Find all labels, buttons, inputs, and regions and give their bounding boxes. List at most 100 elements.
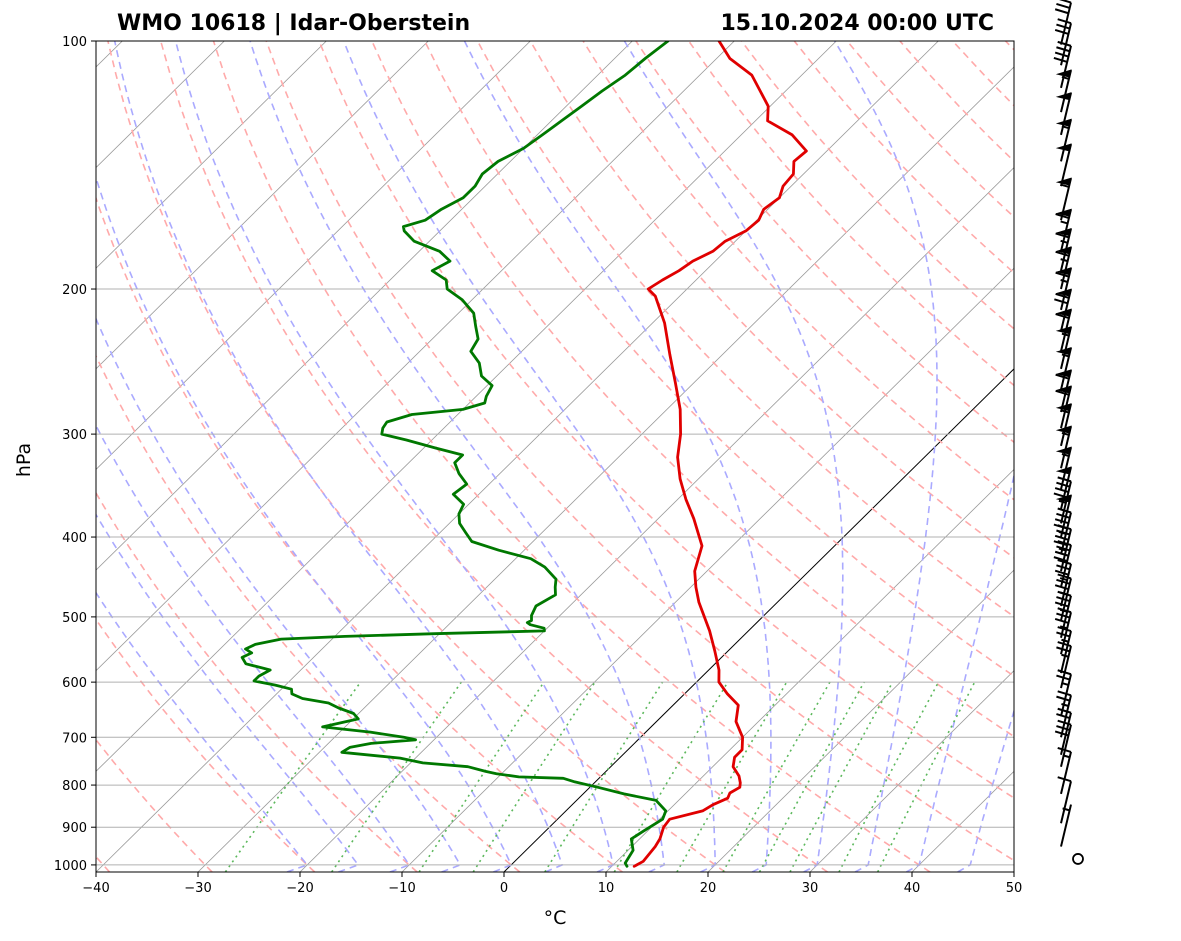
dry-adiabat xyxy=(371,41,1014,738)
moist-adiabat xyxy=(96,591,309,872)
x-axis-ticks: −40 −30 −20 −10 0 10 20 30 40 50 xyxy=(82,872,1022,896)
dry-adiabat xyxy=(96,491,418,872)
wind-barb xyxy=(1055,346,1072,390)
wind-barbs xyxy=(1053,0,1084,865)
wind-barb xyxy=(1056,707,1072,755)
barb-staff xyxy=(1060,45,1072,89)
barb-flag xyxy=(1059,0,1072,4)
barb-staff xyxy=(1060,645,1072,689)
barb-pennant xyxy=(1055,177,1072,186)
barb-pennant xyxy=(1055,208,1072,217)
barb-half-flag xyxy=(1060,220,1068,225)
barb-flag xyxy=(1054,51,1069,58)
barb-flag xyxy=(1053,540,1068,547)
dry-adiabat xyxy=(318,41,1014,799)
barb-staff xyxy=(1060,2,1072,45)
barb-flag xyxy=(1053,556,1068,563)
x-tick-label: 50 xyxy=(1006,881,1023,896)
moist-adiabat xyxy=(113,41,564,872)
barb-flag xyxy=(1055,271,1070,278)
dry-adiabat xyxy=(1004,41,1014,51)
plot-frame xyxy=(95,40,1015,873)
barb-staff xyxy=(1060,544,1072,588)
barb-flag xyxy=(1056,2,1071,9)
dry-adiabat xyxy=(793,41,1014,274)
isotherm xyxy=(401,267,1014,872)
barb-flag xyxy=(1057,559,1072,565)
barb-half-flag xyxy=(1061,453,1070,457)
barb-flag xyxy=(1055,313,1070,319)
barb-flag xyxy=(1056,713,1071,720)
x-tick-label: 0 xyxy=(500,881,508,896)
background-lines xyxy=(96,41,1181,872)
barb-half-flag xyxy=(1061,183,1070,188)
isotherm xyxy=(1013,871,1014,872)
mixing-ratio-line xyxy=(472,681,596,872)
barb-flag xyxy=(1054,534,1069,541)
wind-barb xyxy=(1055,326,1072,370)
barb-staff xyxy=(1060,780,1072,824)
isotherm xyxy=(197,66,1014,872)
barb-flag xyxy=(1056,46,1071,53)
moist-adiabat xyxy=(96,513,360,872)
barb-flag xyxy=(1057,18,1072,25)
barb-flag xyxy=(1054,569,1069,576)
mixing-ratio-line xyxy=(838,681,940,872)
isotherm xyxy=(96,41,429,370)
wind-barb xyxy=(1055,308,1072,352)
moist-adiabat xyxy=(623,41,844,872)
wind-barb xyxy=(1055,385,1072,429)
dry-adiabat xyxy=(107,41,726,872)
dry-adiabat xyxy=(529,41,1014,559)
y-tick-label: 500 xyxy=(62,611,87,626)
wind-barb xyxy=(1054,288,1072,332)
barb-staff xyxy=(1060,22,1072,66)
barb-staff xyxy=(1060,724,1072,767)
barb-flag xyxy=(1057,690,1072,697)
barb-staff xyxy=(1060,712,1072,755)
barb-pennant xyxy=(1055,308,1072,317)
wind-barb xyxy=(1056,690,1072,738)
barb-flag xyxy=(1055,389,1070,396)
moist-adiabat xyxy=(96,316,462,872)
mixing-ratio-line xyxy=(224,681,362,872)
barb-flag xyxy=(1056,23,1071,30)
barb-flag xyxy=(1057,626,1072,633)
x-tick-label: 30 xyxy=(802,881,819,896)
y-tick-label: 600 xyxy=(62,676,87,691)
moist-adiabat xyxy=(957,708,1014,872)
y-tick-label: 700 xyxy=(62,731,87,746)
barb-flag xyxy=(1055,232,1070,239)
isotherm xyxy=(96,41,735,672)
temperature-profile xyxy=(632,41,808,868)
dry-adiabat xyxy=(423,41,1014,678)
barb-flag xyxy=(1056,695,1071,702)
isotherm xyxy=(605,468,1014,872)
wind-barb xyxy=(1054,0,1072,45)
barb-flag xyxy=(1055,250,1070,257)
isotherm xyxy=(96,41,327,269)
x-tick-label: −30 xyxy=(184,881,211,896)
barb-half-flag xyxy=(1061,353,1070,358)
barb-staff xyxy=(1060,578,1072,621)
dry-adiabat xyxy=(582,41,1014,501)
mixing-ratio-line xyxy=(789,681,894,872)
barb-pennant xyxy=(1055,326,1072,335)
barb-flag xyxy=(1056,564,1071,571)
barb-staff xyxy=(1060,751,1072,795)
barb-staff xyxy=(1060,804,1072,847)
dry-adiabat xyxy=(1058,41,1181,872)
mixing-ratio-line xyxy=(418,681,545,872)
mixing-ratio-line xyxy=(676,681,788,872)
barb-half-flag xyxy=(1061,703,1069,707)
mixing-ratio-line xyxy=(876,681,976,872)
barb-pennant xyxy=(1055,403,1072,412)
isotherm xyxy=(299,167,1014,872)
dry-adiabat xyxy=(96,617,316,872)
barb-flag xyxy=(1054,617,1069,624)
barb-staff xyxy=(1060,612,1072,655)
barb-half-flag xyxy=(1060,279,1068,283)
dry-adiabat xyxy=(265,41,1014,862)
moist-adiabat xyxy=(906,472,1014,872)
mixing-ratio-line xyxy=(613,681,729,872)
